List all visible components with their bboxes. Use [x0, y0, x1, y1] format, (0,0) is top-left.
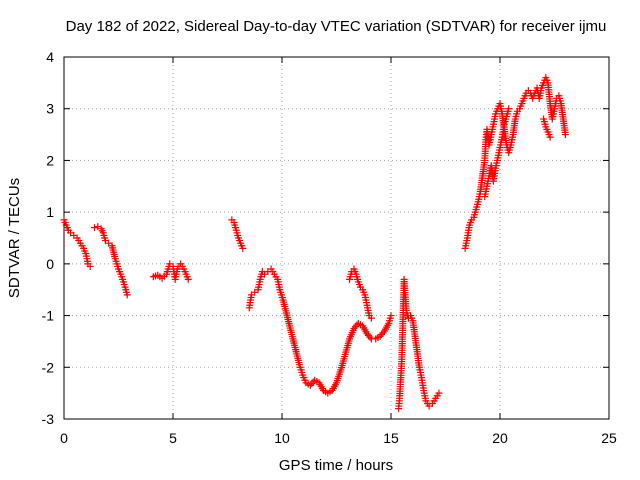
y-axis-label: SDTVAR / TECUs: [6, 178, 23, 298]
data-point: [86, 262, 94, 270]
grid-lines: [64, 57, 609, 419]
data-point: [387, 312, 395, 320]
x-tick-label: 0: [60, 430, 68, 446]
x-tick-label: 20: [492, 430, 508, 446]
y-tick-label: 4: [46, 49, 54, 65]
y-tick-label: 2: [46, 152, 54, 168]
data-point: [379, 329, 387, 337]
data-points: [60, 74, 569, 413]
data-point: [239, 244, 247, 252]
x-tick-label: 15: [383, 430, 399, 446]
data-point: [546, 133, 554, 141]
x-tick-label: 10: [274, 430, 290, 446]
data-point: [435, 389, 443, 397]
y-tick-label: 1: [46, 204, 54, 220]
data-point: [123, 291, 131, 299]
y-tick-label: -3: [42, 411, 55, 427]
y-tick-label: -1: [42, 308, 55, 324]
y-tick-label: 3: [46, 101, 54, 117]
axis-ticks: 0 5 10 15 20 25 -3 -2 -1 0 1 2 3 4: [42, 49, 617, 446]
data-point: [505, 105, 513, 113]
data-point: [367, 314, 375, 322]
chart-title: Day 182 of 2022, Sidereal Day-to-day VTE…: [66, 18, 607, 35]
y-tick-label: 0: [46, 256, 54, 272]
x-tick-label: 25: [601, 430, 617, 446]
plot-frame: [63, 56, 610, 420]
data-point: [91, 224, 99, 232]
x-axis-label: GPS time / hours: [279, 457, 393, 474]
data-point: [366, 333, 374, 341]
y-tick-label: -2: [42, 359, 55, 375]
x-tick-label: 5: [169, 430, 177, 446]
data-point: [561, 131, 569, 139]
data-point: [184, 275, 192, 283]
